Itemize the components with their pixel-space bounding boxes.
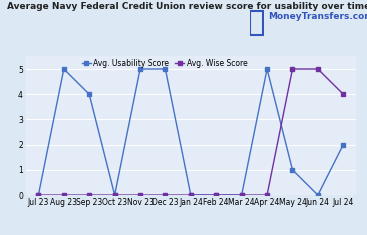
Text: MoneyTransfers.com: MoneyTransfers.com	[268, 12, 367, 21]
Legend: Avg. Usability Score, Avg. Wise Score: Avg. Usability Score, Avg. Wise Score	[81, 59, 247, 68]
Text: Average Navy Federal Credit Union review score for usability over time: Average Navy Federal Credit Union review…	[7, 2, 367, 11]
FancyBboxPatch shape	[253, 15, 261, 31]
